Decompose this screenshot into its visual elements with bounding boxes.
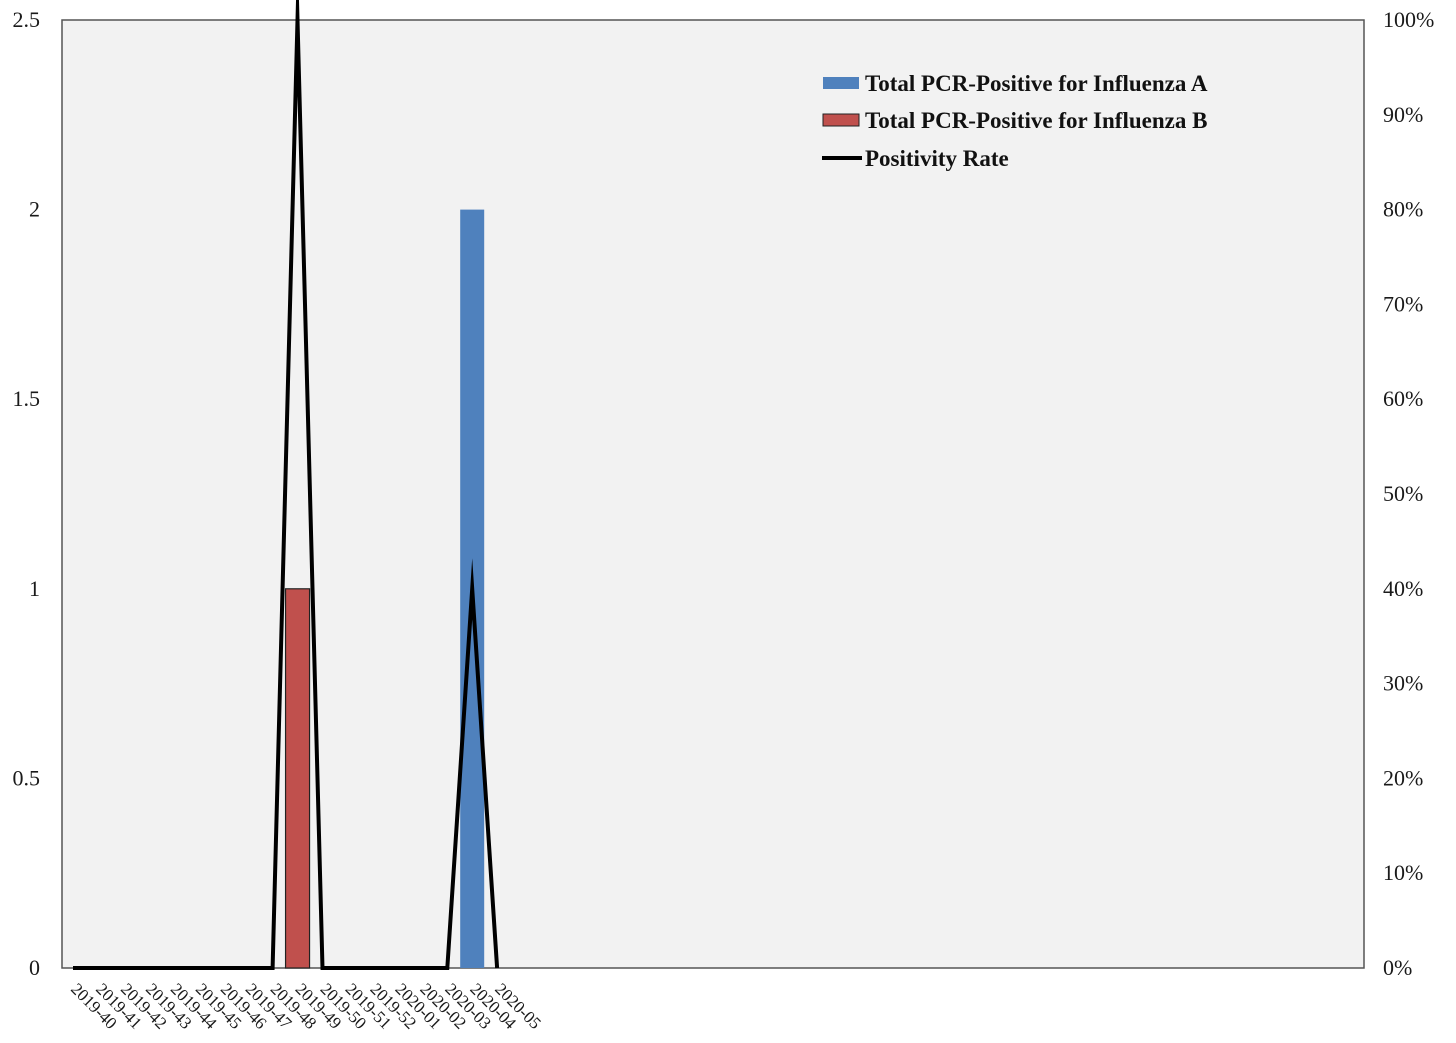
right-tick-label: 30% <box>1383 671 1423 696</box>
legend-swatch-influenza-a <box>823 77 859 89</box>
right-tick-label: 0% <box>1383 955 1412 980</box>
legend-label-influenza-b: Total PCR-Positive for Influenza B <box>865 108 1207 133</box>
right-tick-label: 70% <box>1383 291 1423 316</box>
legend-label-positivity-rate: Positivity Rate <box>865 146 1009 171</box>
right-tick-label: 50% <box>1383 481 1423 506</box>
left-axis: 0 0.5 1 1.5 2 2.5 <box>13 7 41 980</box>
legend-swatch-influenza-b <box>823 114 859 126</box>
bar-influenza-b-2019-49 <box>286 589 310 968</box>
left-tick-label: 1 <box>29 576 40 601</box>
right-tick-label: 10% <box>1383 860 1423 885</box>
x-axis: 2019-402019-412019-422019-432019-442019-… <box>67 979 545 1033</box>
right-axis: 0% 10% 20% 30% 40% 50% 60% 70% 80% 90% 100% <box>1383 7 1434 980</box>
right-tick-label: 60% <box>1383 386 1423 411</box>
left-tick-label: 2.5 <box>13 7 41 32</box>
left-tick-label: 2 <box>29 197 40 222</box>
plot-area <box>62 20 1364 968</box>
left-tick-label: 0.5 <box>13 765 41 790</box>
left-tick-label: 1.5 <box>13 386 41 411</box>
legend-label-influenza-a: Total PCR-Positive for Influenza A <box>865 71 1208 96</box>
right-tick-label: 100% <box>1383 7 1434 32</box>
right-tick-label: 90% <box>1383 102 1423 127</box>
right-tick-label: 80% <box>1383 197 1423 222</box>
right-tick-label: 20% <box>1383 765 1423 790</box>
right-tick-label: 40% <box>1383 576 1423 601</box>
left-tick-label: 0 <box>29 955 40 980</box>
